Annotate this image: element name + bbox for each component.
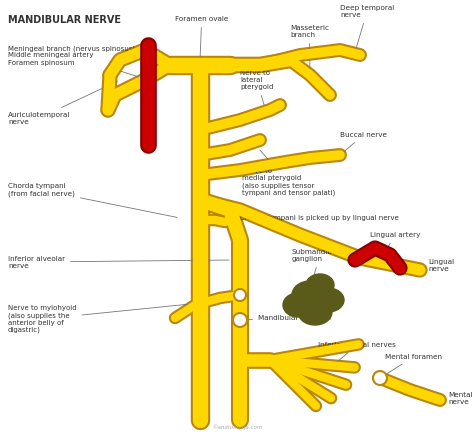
Text: Auriculotemporal
nerve: Auriculotemporal nerve [8,81,118,125]
Text: Nerve to mylohyoid
(also supplies the
anterior belly of
digastric): Nerve to mylohyoid (also supplies the an… [8,302,207,333]
Text: Chorda tympani
(from facial nerve): Chorda tympani (from facial nerve) [8,183,177,218]
Text: Meningeal branch (nervus spinosus)
Middle meningeal artery
Foramen spinosum: Meningeal branch (nervus spinosus) Middl… [8,45,146,79]
Ellipse shape [283,293,313,317]
Ellipse shape [292,281,328,309]
Text: Nerve to
medial pterygoid
(also supplies tensor
tympani and tensor palati): Nerve to medial pterygoid (also supplies… [242,150,335,196]
Text: Submandibular
ganglion: Submandibular ganglion [292,249,347,287]
Text: Buccal nerve: Buccal nerve [340,132,387,153]
Ellipse shape [306,274,334,296]
Text: Lingual
nerve: Lingual nerve [420,259,454,272]
Text: Inferior alveolar
nerve: Inferior alveolar nerve [8,255,229,269]
Text: Nerve to
lateral
pterygoid: Nerve to lateral pterygoid [240,70,273,106]
Text: Lingual artery: Lingual artery [370,232,420,250]
Text: Mental foramen: Mental foramen [383,354,442,377]
Ellipse shape [312,288,344,312]
Text: ©anatomyqa.com: ©anatomyqa.com [212,424,262,430]
Text: Deep temporal
nerve: Deep temporal nerve [340,5,394,49]
Text: Mandibular foramen: Mandibular foramen [243,315,331,321]
Text: Masseteric
branch: Masseteric branch [290,25,329,77]
Text: Inferior dental nerves: Inferior dental nerves [318,342,396,366]
Text: Foramen ovale: Foramen ovale [175,16,228,57]
Circle shape [233,313,247,327]
Text: Chorda tympani is picked up by lingual nerve: Chorda tympani is picked up by lingual n… [228,215,399,222]
Circle shape [373,371,387,385]
Text: Mental
nerve: Mental nerve [440,392,473,405]
Circle shape [234,289,246,301]
Ellipse shape [298,299,332,325]
Text: MANDIBULAR NERVE: MANDIBULAR NERVE [8,15,121,25]
